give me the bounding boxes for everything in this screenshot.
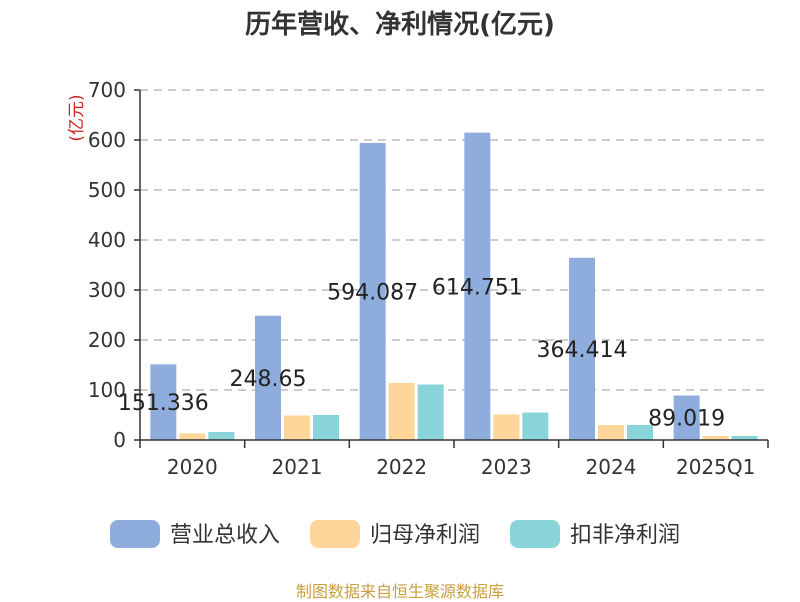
bar-revenue[interactable] <box>464 132 491 440</box>
bar-revenue[interactable] <box>569 257 595 440</box>
bar-revenue[interactable] <box>359 142 386 441</box>
bar-net-profit[interactable] <box>702 436 729 440</box>
data-label: 248.65 <box>230 367 307 392</box>
bar-deducted-net-profit[interactable] <box>522 412 549 441</box>
legend-item[interactable]: 归母净利润 <box>310 520 480 548</box>
bar-revenue[interactable] <box>255 315 281 440</box>
data-label: 364.414 <box>537 338 628 363</box>
bar-revenue[interactable] <box>150 364 177 440</box>
y-tick-label: 100 <box>88 378 126 402</box>
bar-net-profit[interactable] <box>598 425 624 440</box>
data-label: 89.019 <box>648 407 725 432</box>
bars <box>150 132 758 441</box>
x-tick-label: 2022 <box>376 455 427 479</box>
y-tick-label: 700 <box>88 78 126 102</box>
y-tick-label: 600 <box>88 128 126 152</box>
bar-net-profit[interactable] <box>493 414 520 441</box>
bar-revenue[interactable] <box>673 395 700 440</box>
y-tick-label: 400 <box>88 228 126 252</box>
bar-deducted-net-profit[interactable] <box>208 432 235 440</box>
legend-item[interactable]: 扣非净利润 <box>510 520 680 548</box>
legend-label: 扣非净利润 <box>570 523 680 548</box>
bar-deducted-net-profit[interactable] <box>417 384 444 441</box>
bar-deducted-net-profit[interactable] <box>731 436 758 440</box>
legend-label: 营业总收入 <box>170 523 280 548</box>
x-tick-label: 2024 <box>586 455 637 479</box>
y-tick-label: 0 <box>113 428 126 452</box>
y-unit-label: (亿元) <box>67 94 87 141</box>
x-tick-label: 2023 <box>481 455 532 479</box>
data-labels: 151.336 248.65 594.087 614.751 364.414 89.019 <box>118 275 725 431</box>
bar-deducted-net-profit[interactable] <box>313 415 339 440</box>
legend[interactable]: 营业总收入 归母净利润 扣非净利润 <box>110 520 680 548</box>
legend-swatch <box>310 520 360 548</box>
data-label: 614.751 <box>432 275 523 300</box>
axes: 0 100 200 300 400 500 600 700(亿元) 2020 2021 2022 20… <box>67 78 769 479</box>
bar-deducted-net-profit[interactable] <box>627 425 653 440</box>
bar-net-profit[interactable] <box>284 415 310 441</box>
source-note: 制图数据来自恒生聚源数据库 <box>295 582 504 601</box>
x-tick-label: 2021 <box>272 455 323 479</box>
y-tick-label: 500 <box>88 178 126 202</box>
grid-lines <box>140 89 768 391</box>
legend-swatch <box>110 520 160 548</box>
data-label: 594.087 <box>327 280 418 305</box>
bar-net-profit[interactable] <box>179 433 206 441</box>
y-tick-label: 300 <box>88 278 126 302</box>
x-tick-label: 2020 <box>167 455 218 479</box>
chart-title: 历年营收、净利情况(亿元) <box>245 10 555 40</box>
x-tick-label: 2025Q1 <box>676 455 755 479</box>
y-tick-label: 200 <box>88 328 126 352</box>
legend-label: 归母净利润 <box>370 523 480 548</box>
data-label: 151.336 <box>118 391 209 416</box>
legend-item[interactable]: 营业总收入 <box>110 520 280 548</box>
bar-net-profit[interactable] <box>388 383 415 440</box>
legend-swatch <box>510 520 560 548</box>
